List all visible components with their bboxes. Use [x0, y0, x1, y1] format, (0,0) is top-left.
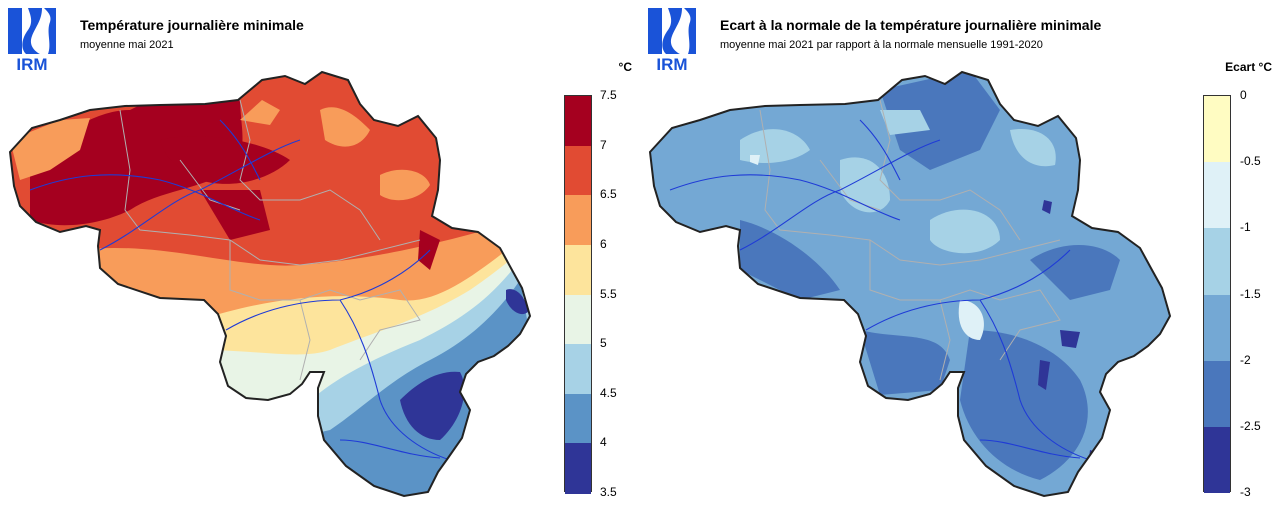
- legend-color-cell: [565, 344, 591, 395]
- legend-tick-label: 0: [1240, 88, 1247, 102]
- legend-color-cell: [565, 443, 591, 494]
- legend-tick-label: -0.5: [1240, 154, 1261, 169]
- logo-text: IRM: [656, 55, 687, 72]
- legend-tick-label: 4: [600, 435, 607, 450]
- legend-color-cell: [565, 294, 591, 345]
- legend-color-cell: [1204, 360, 1230, 428]
- legend-tick-label: -1: [1240, 220, 1251, 235]
- anomaly-color-legend: [1203, 95, 1231, 494]
- legend-tick-label: 5.5: [600, 286, 617, 301]
- map-panel-minimum-temperature: IRM Température journalière minimale moy…: [8, 8, 632, 499]
- legend-tick-label: -3: [1240, 485, 1251, 499]
- map-title: Température journalière minimale: [80, 17, 304, 33]
- legend-color-cell: [1204, 294, 1230, 362]
- legend-tick-label: 6: [600, 236, 607, 251]
- legend-color-cell: [565, 393, 591, 444]
- legend-unit: Ecart °C: [1225, 60, 1272, 74]
- irm-logo-icon: IRM: [648, 8, 696, 72]
- legend-tick-label: 6.5: [600, 187, 617, 202]
- legend-color-cell: [1204, 228, 1230, 295]
- legend-color-cell: [565, 145, 591, 196]
- map-panel-anomaly: IRM Ecart à la normale de la température…: [640, 0, 1280, 507]
- map-subtitle: moyenne mai 2021 par rapport à la normal…: [720, 39, 1043, 51]
- legend-tick-label: 4.5: [600, 385, 617, 400]
- temperature-color-legend: [564, 95, 592, 494]
- legend-tick-label: -1.5: [1240, 286, 1261, 301]
- legend-tick-label: 3.5: [600, 485, 617, 499]
- legend-tick-label: 5: [600, 336, 607, 351]
- legend-color-cell: [1204, 162, 1230, 229]
- legend-color-cell: [565, 244, 591, 295]
- legend-color-cell: [1204, 426, 1230, 494]
- legend-tick-label: -2.5: [1240, 418, 1261, 433]
- map-title: Ecart à la normale de la température jou…: [720, 17, 1102, 33]
- legend-tick-label: 7: [600, 137, 607, 152]
- map-subtitle: moyenne mai 2021: [80, 39, 174, 51]
- legend-color-cell: [565, 96, 591, 147]
- belgium-temperature-map: [9, 71, 531, 497]
- logo-text: IRM: [16, 55, 47, 72]
- legend-tick-label: -2: [1240, 352, 1251, 367]
- legend-tick-label: 7.5: [600, 88, 617, 102]
- belgium-anomaly-map: [649, 71, 1171, 497]
- legend-unit: °C: [618, 60, 632, 74]
- irm-logo-icon: IRM: [8, 8, 56, 72]
- legend-color-cell: [1204, 96, 1230, 163]
- legend-color-cell: [565, 195, 591, 246]
